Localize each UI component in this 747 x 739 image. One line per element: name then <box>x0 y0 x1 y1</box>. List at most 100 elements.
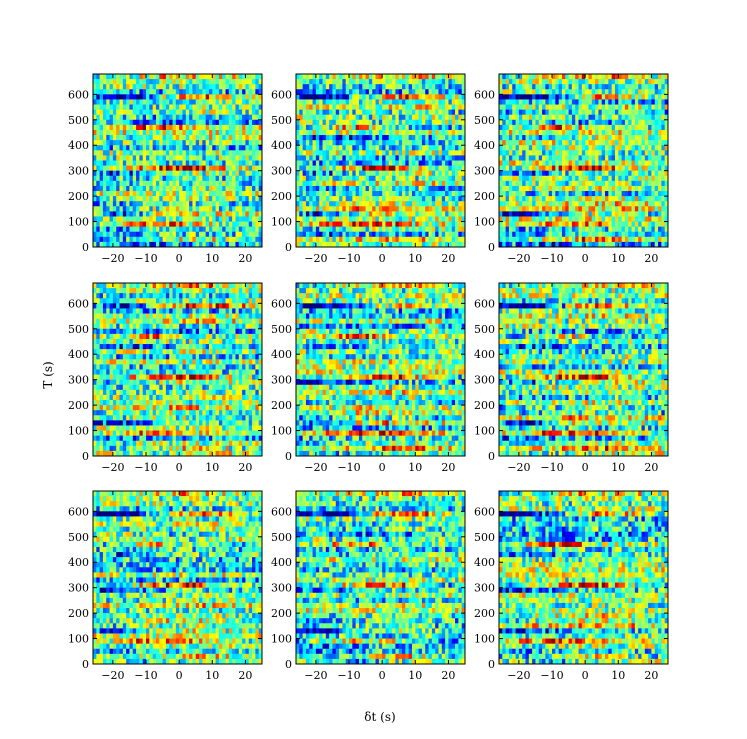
heatmap-cell <box>392 165 396 172</box>
heatmap-cell <box>578 160 583 166</box>
heatmap-cell <box>578 145 583 151</box>
heatmap-cell <box>126 74 130 80</box>
heatmap-cell <box>561 129 566 136</box>
heatmap-cell <box>618 109 622 116</box>
heatmap-cell <box>398 74 403 80</box>
heatmap-cell <box>502 211 507 217</box>
heatmap-cell <box>428 221 433 228</box>
heatmap-cell <box>532 119 536 126</box>
heatmap-cell <box>342 211 347 217</box>
heatmap-cell <box>302 231 307 238</box>
heatmap-cell <box>119 170 124 177</box>
heatmap-cell <box>418 160 423 166</box>
heatmap-cell <box>195 79 200 85</box>
heatmap-cell <box>421 129 426 136</box>
heatmap-cell <box>608 104 613 111</box>
heatmap-cell <box>93 185 97 192</box>
heatmap-cell <box>421 140 426 146</box>
heatmap-cell <box>248 145 253 151</box>
heatmap-cell <box>568 150 573 156</box>
heatmap-cell <box>225 206 230 212</box>
heatmap-cell <box>155 74 160 80</box>
heatmap-cell <box>392 135 396 141</box>
heatmap-cell <box>415 150 419 156</box>
heatmap-cell <box>122 241 127 248</box>
heatmap-cell <box>398 150 403 156</box>
heatmap-cell <box>418 114 423 121</box>
heatmap-cell <box>192 155 197 161</box>
heatmap-cell <box>651 99 656 105</box>
heatmap-cell <box>202 109 207 116</box>
heatmap-cell <box>112 145 117 151</box>
heatmap-cell <box>362 175 366 182</box>
heatmap-cell <box>242 185 246 192</box>
heatmap-cell <box>149 155 154 161</box>
heatmap-cell <box>365 196 370 202</box>
heatmap-cell <box>378 211 383 217</box>
heatmap-cell <box>109 79 114 85</box>
heatmap-cell <box>319 94 323 100</box>
heatmap-cell <box>305 241 310 248</box>
heatmap-cell <box>302 135 307 141</box>
heatmap-cell <box>325 185 330 192</box>
heatmap-cell <box>508 191 513 197</box>
heatmap-cell <box>329 180 333 187</box>
heatmap-cell <box>611 201 616 207</box>
heatmap-cell <box>499 94 503 100</box>
heatmap-cell <box>601 89 606 95</box>
heatmap-cell <box>368 74 373 80</box>
heatmap-cell <box>106 221 110 228</box>
heatmap-cell <box>106 155 110 161</box>
heatmap-cell <box>122 129 127 136</box>
heatmap-cell <box>621 140 626 146</box>
heatmap-cell <box>638 180 642 187</box>
heatmap-cell <box>565 104 569 111</box>
heatmap-cell <box>175 226 180 233</box>
heatmap-cell <box>578 104 583 111</box>
heatmap-cell <box>388 231 393 238</box>
heatmap-cell <box>548 160 553 166</box>
heatmap-cell <box>126 216 130 222</box>
heatmap-cell <box>302 165 307 172</box>
heatmap-cell <box>568 114 573 121</box>
heatmap-cell <box>335 155 340 161</box>
heatmap-cell <box>378 155 383 161</box>
heatmap-cell <box>352 216 357 222</box>
heatmap-cell <box>355 99 360 105</box>
heatmap-cell <box>296 79 300 85</box>
heatmap-cell <box>415 211 419 217</box>
heatmap-cell <box>421 79 426 85</box>
heatmap-cell <box>358 94 363 100</box>
heatmap-cell <box>648 104 652 111</box>
heatmap-cell <box>242 175 246 182</box>
heatmap-cell <box>189 114 193 121</box>
heatmap-cell <box>628 119 632 126</box>
heatmap-cell <box>189 241 193 248</box>
heatmap-cell <box>248 236 253 243</box>
heatmap-cell <box>585 109 589 116</box>
heatmap-cell <box>405 221 410 228</box>
heatmap-cell <box>658 135 662 141</box>
heatmap-cell <box>624 99 629 105</box>
heatmap-cell <box>411 191 416 197</box>
heatmap-cell <box>136 170 140 177</box>
heatmap-cell <box>352 114 357 121</box>
heatmap-cell <box>238 150 243 156</box>
heatmap-cell <box>441 206 446 212</box>
heatmap-cell <box>252 160 256 166</box>
heatmap-cell <box>238 99 243 105</box>
heatmap-cell <box>218 231 223 238</box>
heatmap-cell <box>179 216 183 222</box>
heatmap-cell <box>182 196 187 202</box>
heatmap-cell <box>542 165 546 172</box>
heatmap-cell <box>558 129 563 136</box>
heatmap-cell <box>319 180 323 187</box>
heatmap-cell <box>215 226 220 233</box>
heatmap-cell <box>202 206 207 212</box>
heatmap-cell <box>571 211 576 217</box>
heatmap-cell <box>365 221 370 228</box>
heatmap-cell <box>139 124 144 131</box>
heatmap-cell <box>162 99 167 105</box>
heatmap-cell <box>405 196 410 202</box>
heatmap-cell <box>299 104 304 111</box>
